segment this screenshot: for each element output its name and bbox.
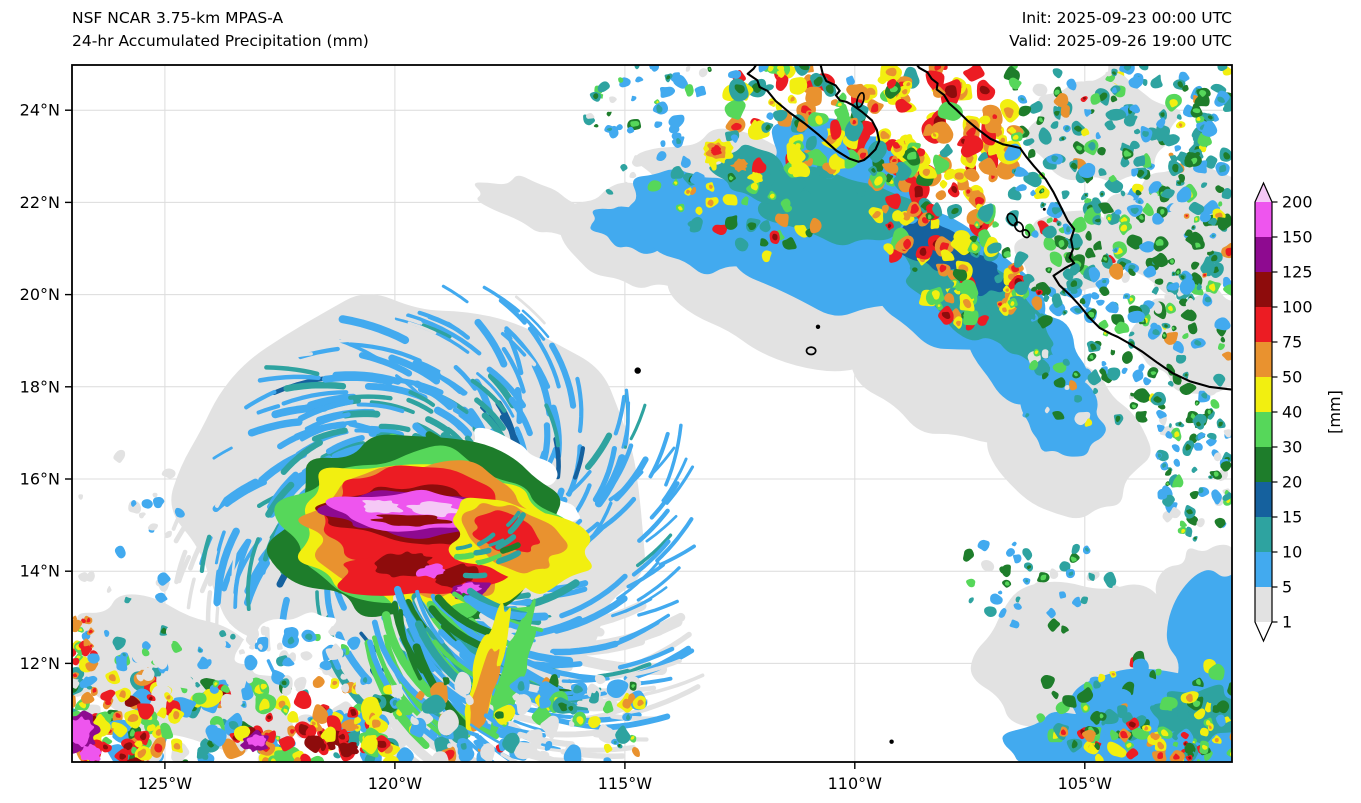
colorbar-tick-label: 40 xyxy=(1282,403,1302,422)
x-tick-label: 115°W xyxy=(598,774,653,793)
precipitation-field xyxy=(72,65,1232,762)
colorbar-segment xyxy=(1255,237,1272,272)
colorbar-segment xyxy=(1255,447,1272,482)
y-tick-label: 22°N xyxy=(20,193,60,212)
colorbar-tick-label: 15 xyxy=(1282,508,1302,527)
colorbar-tick-label: 5 xyxy=(1282,578,1292,597)
colorbar-tick-label: 150 xyxy=(1282,228,1313,247)
island-dot xyxy=(815,324,821,329)
x-tick-label: 125°W xyxy=(138,774,193,793)
x-tick-label: 110°W xyxy=(828,774,883,793)
colorbar-segment xyxy=(1255,202,1272,237)
colorbar-tick-label: 30 xyxy=(1282,438,1302,457)
colorbar-segment xyxy=(1255,377,1272,412)
coastline xyxy=(746,65,881,163)
colorbar-segment xyxy=(1255,307,1272,342)
valid-time: Valid: 2025-09-26 19:00 UTC xyxy=(1009,32,1232,50)
island-dot xyxy=(634,367,641,374)
island-outline xyxy=(805,346,817,356)
colorbar-segment xyxy=(1255,517,1272,552)
map-frame xyxy=(71,64,1233,763)
y-tick-label: 20°N xyxy=(20,285,60,304)
colorbar-tick-label: 10 xyxy=(1282,543,1302,562)
y-tick-label: 14°N xyxy=(20,562,60,581)
colorbar-segment xyxy=(1255,587,1272,622)
y-tick-label: 18°N xyxy=(20,377,60,396)
x-tick-label: 120°W xyxy=(368,774,423,793)
colorbar-tick-label: 1 xyxy=(1282,613,1292,632)
island-outline xyxy=(1021,229,1031,239)
figure-title-block: NSF NCAR 3.75-km MPAS-A 24-hr Accumulate… xyxy=(72,7,369,53)
coastline xyxy=(915,65,1232,391)
colorbar-segment xyxy=(1255,342,1272,377)
init-time: Init: 2025-09-23 00:00 UTC xyxy=(1021,9,1232,27)
colorbar-tick-label: 125 xyxy=(1282,263,1313,282)
y-tick-label: 16°N xyxy=(20,470,60,489)
x-tick-label: 105°W xyxy=(1058,774,1113,793)
y-tick-label: 24°N xyxy=(20,101,60,120)
island-outline xyxy=(855,91,865,109)
model-name: NSF NCAR 3.75-km MPAS-A xyxy=(72,9,284,27)
axes-ticks-and-labels: 125°W 120°W 115°W 110°W 105°W 24°N 22°N 20°N 18°… xyxy=(20,101,1112,793)
run-info-block: Init: 2025-09-23 00:00 UTC Valid: 2025-0… xyxy=(1009,7,1232,53)
island-dot xyxy=(1042,207,1046,211)
colorbar-under-arrow xyxy=(1255,622,1272,641)
island-dot xyxy=(889,739,894,744)
y-tick-label: 12°N xyxy=(20,654,60,673)
colorbar-tick-label: 100 xyxy=(1282,298,1313,317)
colorbar-tick-label: 20 xyxy=(1282,473,1302,492)
map-area xyxy=(71,64,1233,763)
colorbar-segment xyxy=(1255,552,1272,587)
colorbar-tick-label: 75 xyxy=(1282,333,1302,352)
colorbar-tick-label: 200 xyxy=(1282,193,1313,212)
colorbar-unit-label: [mm] xyxy=(1325,390,1344,434)
colorbar-segment xyxy=(1255,272,1272,307)
colorbar-tick-label: 50 xyxy=(1282,368,1302,387)
colorbar-segment xyxy=(1255,412,1272,447)
product-name: 24-hr Accumulated Precipitation (mm) xyxy=(72,32,369,50)
coastlines xyxy=(634,65,1232,744)
colorbar-over-arrow xyxy=(1255,183,1272,202)
colorbar-segment xyxy=(1255,482,1272,517)
